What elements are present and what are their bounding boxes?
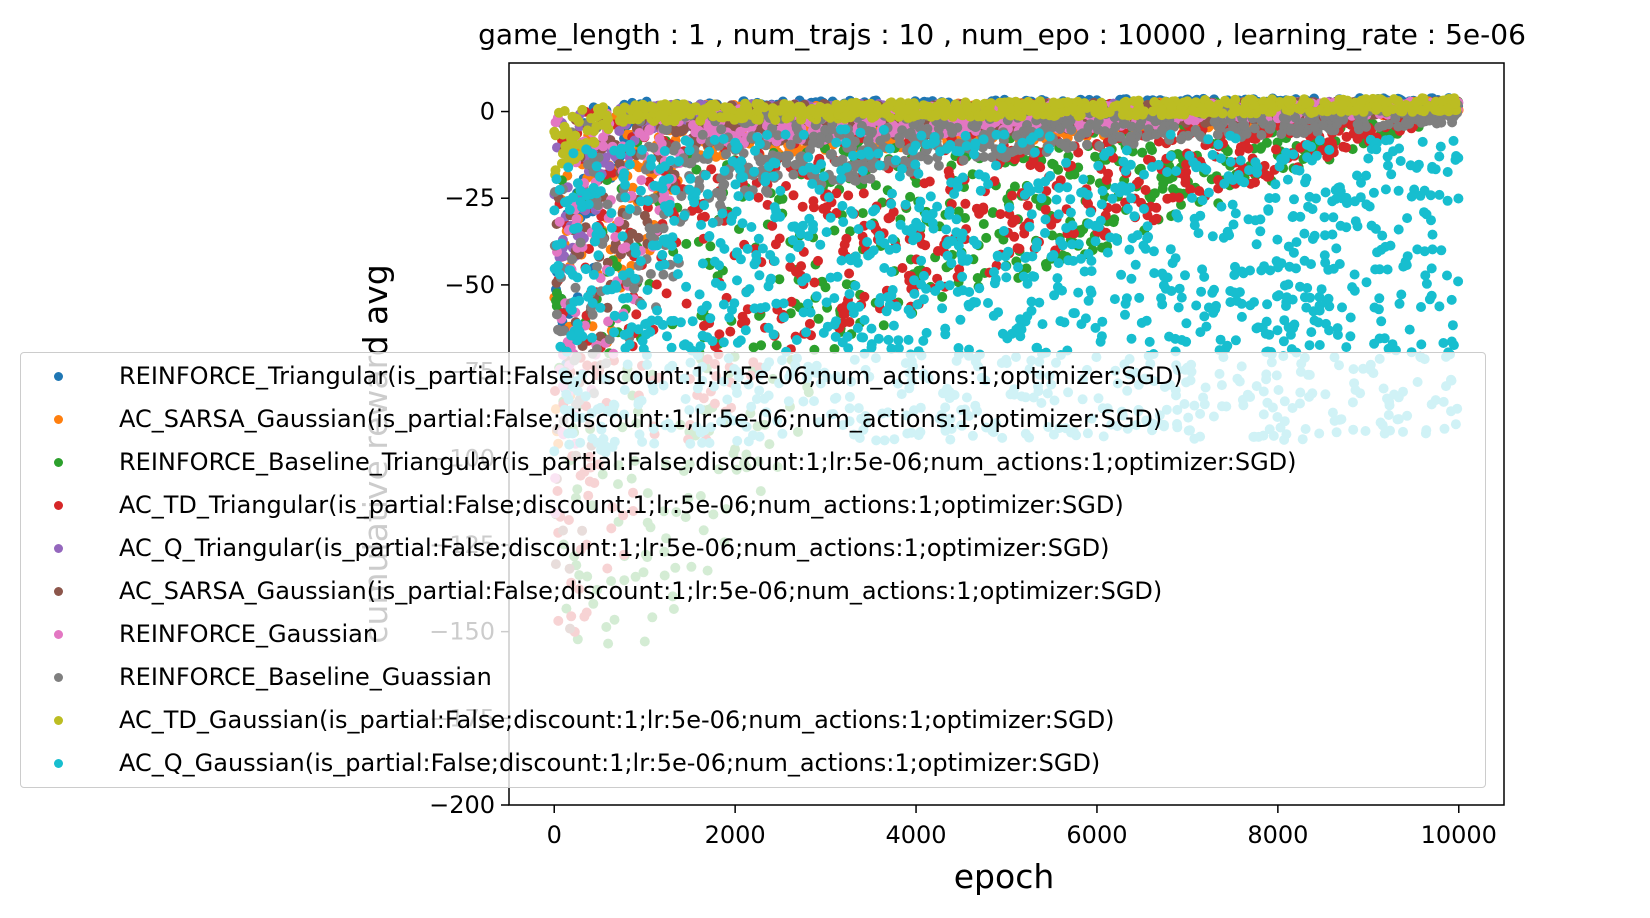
data-point xyxy=(740,316,751,327)
data-point xyxy=(1012,243,1023,254)
data-point xyxy=(1090,151,1101,162)
data-point xyxy=(631,309,642,320)
data-point xyxy=(681,298,692,309)
data-point xyxy=(602,199,613,210)
data-point xyxy=(960,198,971,209)
data-point xyxy=(995,209,1006,220)
data-point xyxy=(1194,186,1205,196)
data-point xyxy=(1007,190,1018,201)
data-point xyxy=(627,182,638,193)
data-point xyxy=(920,240,931,251)
data-point xyxy=(1101,175,1112,185)
data-point xyxy=(691,164,702,175)
data-point xyxy=(1040,204,1051,215)
data-point xyxy=(844,268,855,279)
data-point xyxy=(1083,198,1093,209)
data-point xyxy=(774,233,785,244)
data-point xyxy=(813,255,823,266)
data-point xyxy=(748,342,759,353)
data-point xyxy=(711,151,721,162)
data-point xyxy=(1271,144,1281,155)
data-point xyxy=(788,169,799,180)
data-point xyxy=(1185,184,1196,195)
data-point xyxy=(1110,203,1121,214)
data-point xyxy=(651,279,662,290)
data-point xyxy=(878,320,889,331)
data-point xyxy=(924,176,935,187)
data-point xyxy=(598,141,609,152)
data-point xyxy=(1048,159,1059,170)
data-point xyxy=(1010,214,1021,225)
data-point xyxy=(905,191,916,202)
data-point xyxy=(845,226,856,237)
data-point xyxy=(857,208,868,219)
data-point xyxy=(808,196,819,207)
data-point xyxy=(844,317,855,327)
data-point xyxy=(617,243,628,254)
data-point xyxy=(897,263,908,273)
data-point xyxy=(644,125,655,136)
data-point xyxy=(820,282,831,293)
data-point xyxy=(1147,145,1157,156)
data-point xyxy=(818,203,829,214)
data-point xyxy=(843,190,854,201)
data-point xyxy=(1109,214,1120,225)
data-point xyxy=(788,190,799,201)
data-point xyxy=(1009,231,1020,242)
data-point xyxy=(1151,202,1162,213)
data-point xyxy=(636,175,647,186)
data-point xyxy=(1022,200,1033,211)
data-point xyxy=(767,220,778,231)
data-point xyxy=(771,340,782,351)
data-point xyxy=(1174,192,1185,203)
data-point xyxy=(604,161,615,172)
data-point xyxy=(972,273,983,283)
data-point xyxy=(705,241,716,252)
data-point xyxy=(654,133,665,144)
data-point xyxy=(785,261,796,272)
data-point xyxy=(661,288,672,299)
data-point xyxy=(773,194,784,205)
data-point xyxy=(1140,185,1151,195)
data-point xyxy=(829,225,840,236)
data-point xyxy=(978,202,989,213)
data-point xyxy=(943,166,954,177)
data-point xyxy=(1234,146,1245,157)
data-point xyxy=(627,228,638,239)
data-point xyxy=(725,326,736,337)
data-point xyxy=(554,216,565,227)
data-point xyxy=(978,219,989,229)
data-point xyxy=(981,232,992,243)
data-point xyxy=(676,126,687,137)
data-point xyxy=(1341,142,1351,153)
data-point xyxy=(933,246,943,256)
data-point xyxy=(1149,188,1160,199)
data-point xyxy=(797,201,808,212)
data-point xyxy=(1035,162,1046,173)
data-point xyxy=(813,313,824,324)
data-point xyxy=(614,126,625,136)
data-point xyxy=(858,188,869,199)
data-point xyxy=(681,238,692,249)
data-point xyxy=(859,291,870,302)
